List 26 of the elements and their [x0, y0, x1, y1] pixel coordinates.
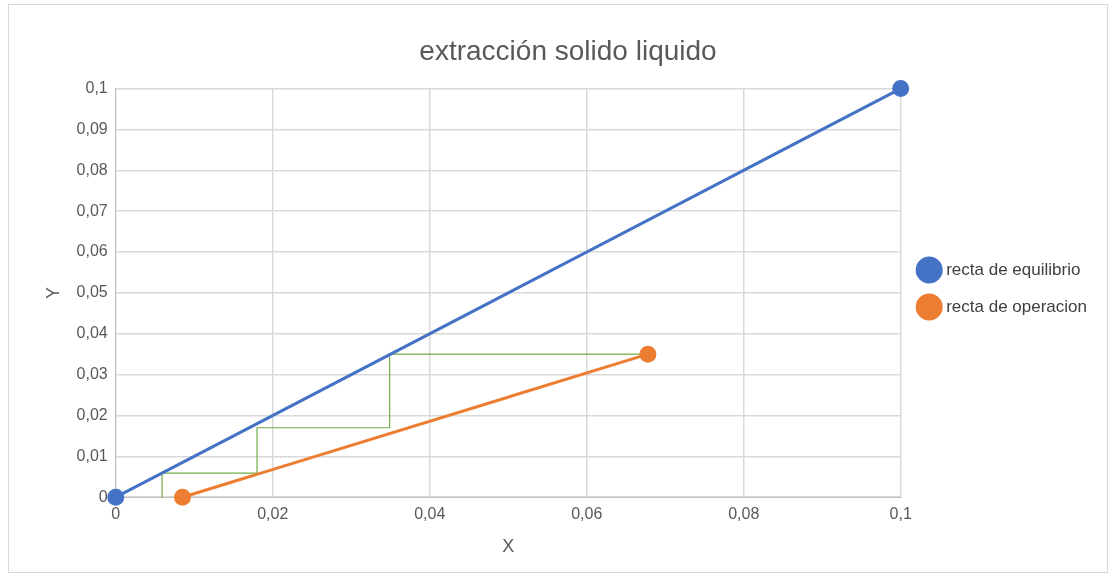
x-tick-label: 0,08: [728, 505, 760, 523]
y-axis-title: Y: [42, 286, 63, 299]
x-tick-label: 0: [111, 505, 121, 523]
y-tick-label: 0,01: [76, 446, 108, 464]
x-tick-label: 0,02: [257, 505, 289, 523]
x-tick-label: 0,06: [571, 505, 603, 523]
x-tick-label: 0,1: [889, 505, 912, 523]
y-tick-label: 0: [98, 487, 108, 505]
legend-label: recta de equilibrio: [946, 259, 1081, 279]
point: [892, 80, 910, 98]
y-tick-label: 0,1: [85, 79, 108, 97]
y-tick-label: 0,09: [76, 119, 108, 137]
y-tick-label: 0,06: [76, 242, 108, 260]
x-tick-label: 0,04: [414, 505, 446, 523]
y-tick-label: 0,03: [76, 365, 108, 383]
y-tick-label: 0,08: [76, 160, 108, 178]
point: [173, 488, 191, 506]
y-tick-label: 0,05: [76, 283, 108, 301]
point: [107, 488, 125, 506]
y-tick-label: 0,04: [76, 324, 108, 342]
y-tick-label: 0,07: [76, 201, 108, 219]
legend-label: recta de operacion: [946, 296, 1088, 316]
chart-title: extracción solido liquido: [419, 34, 717, 66]
x-axis-title: X: [502, 536, 515, 557]
y-tick-label: 0,02: [76, 405, 108, 423]
point: [639, 345, 657, 363]
